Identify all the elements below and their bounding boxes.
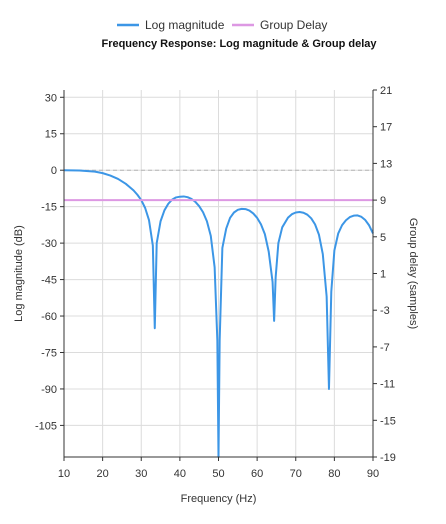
right-tick-label: -7 [380, 342, 390, 354]
right-tick-label: -15 [380, 415, 396, 427]
left-tick-label: 30 [45, 92, 57, 104]
x-tick-label: 60 [251, 468, 263, 480]
left-tick-label: -75 [41, 347, 57, 359]
legend-label: Log magnitude [145, 18, 225, 32]
right-tick-label: -11 [380, 379, 395, 391]
legend: Log magnitude Group Delay [117, 18, 327, 32]
x-tick-label: 80 [328, 468, 340, 480]
left-tick-label: -60 [41, 311, 57, 323]
right-tick-label: -19 [380, 452, 396, 464]
left-tick-label: 0 [51, 165, 57, 177]
right-tick-label: 5 [380, 232, 386, 244]
x-tick-label: 20 [97, 468, 109, 480]
left-tick-label: -90 [41, 384, 57, 396]
left-tick-label: -105 [35, 420, 57, 432]
legend-label: Group Delay [260, 18, 327, 32]
x-tick-label: 70 [290, 468, 302, 480]
left-y-axis-title: Log magnitude (dB) [13, 225, 25, 322]
x-tick-label: 10 [58, 468, 70, 480]
left-tick-label: 15 [45, 129, 57, 141]
axes: 10 20 30 40 50 60 70 80 9030150-15-30-45-60-75-9… [35, 85, 396, 480]
plot-area [63, 169, 374, 458]
x-axis-title: Frequency (Hz) [181, 493, 257, 505]
chart-title: Frequency Response: Log magnitude & Grou… [101, 38, 377, 50]
x-tick-label: 40 [174, 468, 186, 480]
log-magnitude-line [63, 169, 374, 458]
right-tick-label: 17 [380, 122, 392, 134]
x-tick-label: 30 [135, 468, 147, 480]
left-tick-label: -30 [41, 238, 57, 250]
left-tick-label: -15 [41, 202, 57, 214]
right-tick-label: 13 [380, 158, 392, 170]
x-tick-label: 90 [367, 468, 379, 480]
x-tick-label: 50 [212, 468, 224, 480]
right-tick-label: 21 [380, 85, 392, 97]
right-tick-label: 9 [380, 195, 386, 207]
left-tick-label: -45 [41, 275, 57, 287]
right-tick-label: -3 [380, 305, 390, 317]
right-y-axis-title: Group delay (samples) [407, 218, 419, 329]
right-tick-label: 1 [380, 269, 386, 281]
